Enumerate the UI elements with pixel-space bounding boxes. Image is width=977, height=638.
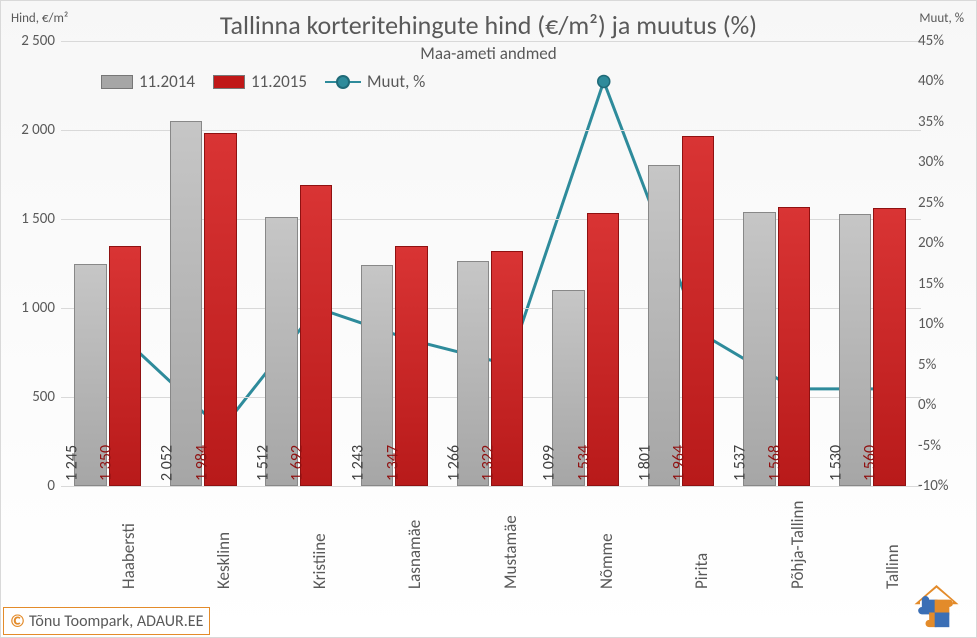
ytick-right: 5% bbox=[918, 356, 966, 374]
bar-value-label: 1 512 bbox=[253, 445, 272, 481]
ytick-right: 20% bbox=[918, 234, 966, 252]
credit-badge: © Tõnu Toompark, ADAUR.EE bbox=[3, 607, 210, 635]
bar-value-label: 1 350 bbox=[96, 445, 115, 481]
ytick-left: 2 000 bbox=[7, 121, 55, 139]
bar-value-label: 1 984 bbox=[192, 445, 211, 481]
ytick-left: 500 bbox=[7, 388, 55, 406]
ytick-right: 30% bbox=[918, 153, 966, 171]
bar-value-label: 1 099 bbox=[540, 445, 559, 481]
bar-value-label: 1 243 bbox=[349, 445, 368, 481]
bar-b: 1 984 bbox=[204, 133, 236, 486]
bar-b: 1 568 bbox=[778, 207, 810, 486]
ytick-right: 25% bbox=[918, 194, 966, 212]
ytick-right: 10% bbox=[918, 315, 966, 333]
bar-group: 1 5301 560 bbox=[839, 41, 908, 486]
xtick-label: Lasnamäe bbox=[404, 494, 425, 589]
bar-b: 1 560 bbox=[873, 208, 905, 486]
bar-group: 1 0991 534 bbox=[552, 41, 621, 486]
bar-group: 1 8011 964 bbox=[648, 41, 717, 486]
bar-value-label: 1 347 bbox=[383, 445, 402, 481]
bar-a: 2 052 bbox=[170, 121, 202, 486]
bar-group: 1 5121 692 bbox=[265, 41, 334, 486]
bar-value-label: 1 692 bbox=[288, 445, 307, 481]
ytick-right: 15% bbox=[918, 275, 966, 293]
bar-value-label: 2 052 bbox=[158, 445, 177, 481]
bar-b: 1 347 bbox=[395, 246, 427, 486]
xtick-label: Mustamäe bbox=[500, 494, 521, 589]
chart-container: Hind, €/m² Muut, % Tallinna korteritehin… bbox=[0, 0, 977, 638]
bar-a: 1 801 bbox=[648, 165, 680, 486]
bar-value-label: 1 530 bbox=[827, 445, 846, 481]
xtick-label: Nõmme bbox=[596, 494, 617, 589]
ytick-left: 1 500 bbox=[7, 210, 55, 228]
bar-b: 1 534 bbox=[587, 213, 619, 486]
bar-group: 1 2431 347 bbox=[361, 41, 430, 486]
bar-value-label: 1 568 bbox=[765, 445, 784, 481]
ytick-left: 0 bbox=[7, 477, 55, 495]
ytick-right: 35% bbox=[918, 113, 966, 131]
ytick-right: 40% bbox=[918, 72, 966, 90]
plot-area: 1 2451 3502 0521 9841 5121 6921 2431 347… bbox=[61, 41, 921, 486]
bar-value-label: 1 266 bbox=[444, 445, 463, 481]
xtick-label: Pirita bbox=[691, 494, 712, 589]
bar-value-label: 1 964 bbox=[670, 445, 689, 481]
copyright-icon: © bbox=[10, 610, 25, 632]
xtick-label: Tallinn bbox=[882, 494, 903, 589]
ytick-right: 0% bbox=[918, 396, 966, 414]
bar-b: 1 692 bbox=[300, 185, 332, 486]
ytick-left: 1 000 bbox=[7, 299, 55, 317]
bar-group: 2 0521 984 bbox=[170, 41, 239, 486]
bar-value-label: 1 560 bbox=[861, 445, 880, 481]
gridline bbox=[61, 486, 921, 487]
bar-value-label: 1 534 bbox=[574, 445, 593, 481]
chart-title: Tallinna korteritehingute hind (€/m²) ja… bbox=[1, 9, 976, 41]
bar-b: 1 350 bbox=[109, 246, 141, 486]
bar-value-label: 1 322 bbox=[479, 445, 498, 481]
xtick-label: Kesklinn bbox=[213, 494, 234, 589]
ytick-right: -5% bbox=[918, 437, 966, 455]
xtick-label: Haabersti bbox=[118, 494, 139, 589]
bar-value-label: 1 801 bbox=[635, 445, 654, 481]
ytick-left: 2 500 bbox=[7, 32, 55, 50]
logo-icon bbox=[909, 574, 964, 629]
bar-value-label: 1 537 bbox=[731, 445, 750, 481]
bar-b: 1 964 bbox=[682, 136, 714, 486]
xtick-label: Kristiine bbox=[309, 494, 330, 589]
bar-value-label: 1 245 bbox=[62, 445, 81, 481]
xtick-label: Põhja-Tallinn bbox=[787, 494, 808, 589]
credit-text: Tõnu Toompark, ADAUR.EE bbox=[29, 612, 203, 631]
ytick-right: -10% bbox=[918, 477, 966, 495]
bar-group: 1 5371 568 bbox=[743, 41, 812, 486]
ytick-right: 45% bbox=[918, 32, 966, 50]
bar-group: 1 2661 322 bbox=[457, 41, 526, 486]
bar-b: 1 322 bbox=[491, 251, 523, 486]
bar-group: 1 2451 350 bbox=[74, 41, 143, 486]
